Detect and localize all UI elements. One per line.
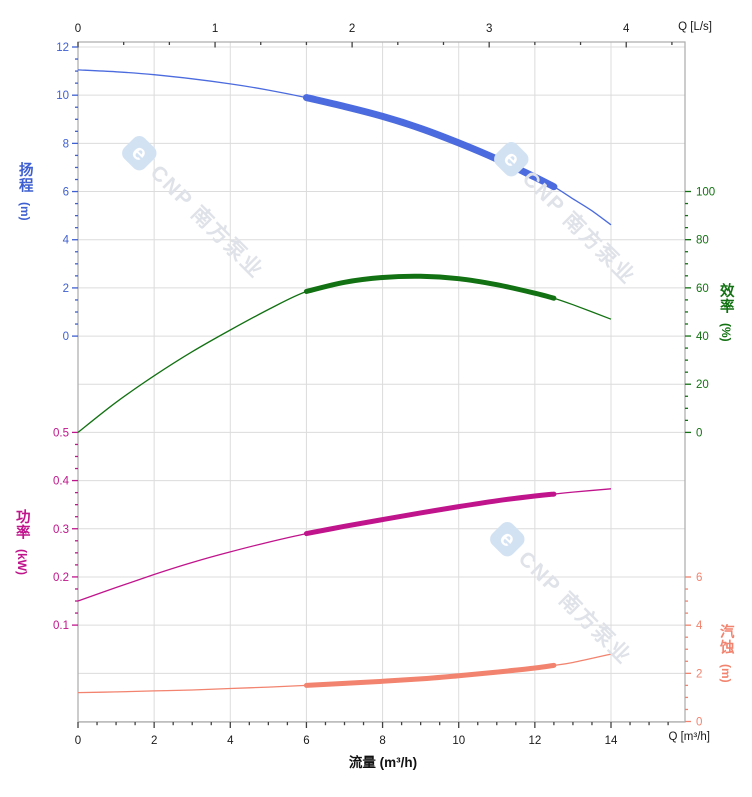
axis-ticks — [72, 42, 691, 728]
tick-label: 8 — [379, 735, 385, 747]
curve-power-duty-segment — [303, 491, 557, 537]
top-axis-unit-label: Q [L/s] — [678, 21, 712, 33]
bottom-axis-unit-label: Q [m³/h] — [668, 731, 710, 743]
tick-label: 0.3 — [53, 524, 69, 536]
head-axis-label: 扬程 — [16, 162, 33, 193]
tick-label: 2 — [349, 23, 355, 35]
curve-npsh-duty-segment — [303, 662, 557, 688]
power-axis-label: 功率 — [13, 509, 30, 540]
tick-label: 8 — [63, 138, 69, 150]
gridlines — [78, 42, 685, 722]
tick-label: 2 — [696, 668, 702, 680]
tick-label: 40 — [696, 331, 709, 343]
tick-label: 0 — [63, 331, 69, 343]
power-axis-unit: (kW) — [14, 549, 29, 575]
tick-label: 60 — [696, 283, 709, 295]
tick-label: 0 — [696, 717, 702, 729]
tick-label: 0 — [75, 23, 81, 35]
tick-label: 6 — [696, 572, 702, 584]
tick-label: 3 — [486, 23, 492, 35]
tick-label: 12 — [528, 735, 541, 747]
tick-label: 0.1 — [53, 620, 69, 632]
tick-label: 2 — [151, 735, 157, 747]
tick-label: 0.5 — [53, 427, 69, 439]
npsh-axis-title: 汽蚀 (m) — [717, 624, 734, 683]
tick-label: 100 — [696, 187, 715, 199]
tick-label: 1 — [212, 23, 218, 35]
tick-label: 6 — [303, 735, 309, 747]
head-axis-unit: (m) — [17, 202, 32, 221]
efficiency-axis-unit: (%) — [718, 323, 733, 342]
efficiency-axis-label: 效率 — [717, 283, 734, 314]
curve-head-duty-segment — [302, 94, 558, 191]
efficiency-axis-title: 效率 (%) — [717, 283, 734, 342]
curve-eff-duty-segment — [303, 273, 557, 301]
plot-frame — [77, 41, 686, 723]
x-axis-title: 流量 (m³/h) — [348, 755, 418, 770]
tick-label: 14 — [605, 735, 618, 747]
power-axis-title: 功率 (kW) — [13, 509, 30, 575]
tick-label: 0.2 — [53, 572, 69, 584]
tick-label: 4 — [696, 620, 703, 632]
tick-label: 20 — [696, 379, 709, 391]
curve-power — [77, 488, 612, 602]
npsh-axis-label: 汽蚀 — [717, 624, 734, 655]
tick-label: 10 — [56, 90, 69, 102]
tick-label: 2 — [63, 283, 69, 295]
tick-label: 80 — [696, 235, 709, 247]
head-axis-title: 扬程 (m) — [16, 162, 33, 221]
tick-label: 4 — [623, 23, 630, 35]
tick-label: 4 — [227, 735, 234, 747]
curve-eff — [77, 275, 612, 433]
npsh-axis-unit: (m) — [718, 664, 733, 683]
tick-label: 0.4 — [53, 476, 70, 488]
tick-label: 0 — [696, 427, 702, 439]
curve-head — [77, 69, 612, 226]
tick-label: 0 — [75, 735, 81, 747]
tick-label: 4 — [63, 235, 70, 247]
tick-label: 6 — [63, 187, 69, 199]
tick-label: 10 — [452, 735, 465, 747]
tick-label: 12 — [56, 42, 69, 54]
